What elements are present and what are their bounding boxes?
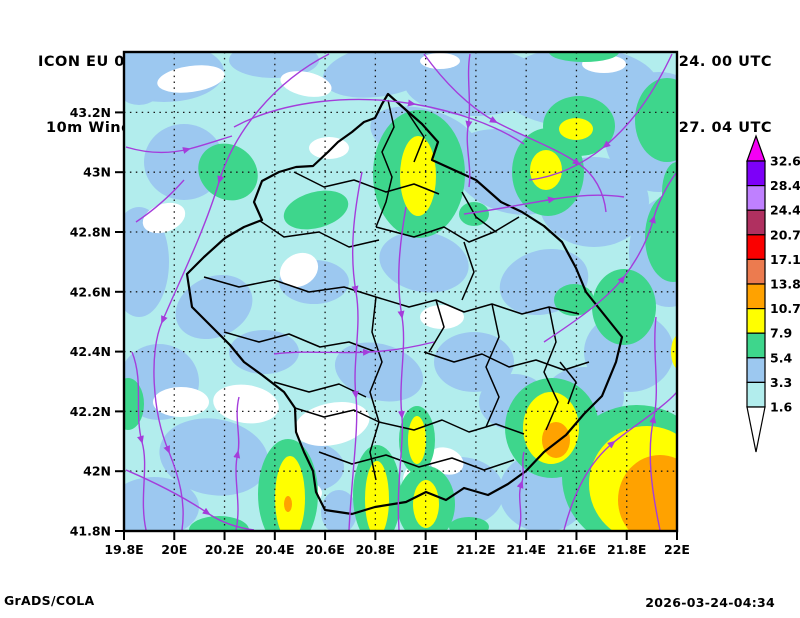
x-tick-label: 21.2E: [456, 542, 495, 557]
x-tick-label: 21.6E: [557, 542, 596, 557]
colorbar-level-label: 7.9: [770, 326, 792, 341]
colorbar-level-label: 20.7: [770, 227, 800, 242]
colorbar-legend: 32.6 28.4 24.4 20.7 17.1 13.8 10.7 7.9 5.4 3.3 1.6: [747, 136, 800, 452]
colorbar-segment: [747, 382, 765, 407]
colorbar-segment: [747, 259, 765, 284]
y-tick-label: 42.6N: [70, 284, 111, 299]
x-tick-label: 21.8E: [607, 542, 646, 557]
x-tick-label: 19.8E: [104, 542, 143, 557]
x-tick-label: 20.6E: [305, 542, 344, 557]
grads-weather-map-page: ICON EU 0.0625 degree 10m Wind [m/s] Ini…: [0, 0, 800, 618]
colorbar-segment: [747, 210, 765, 235]
colorbar-level-label: 17.1: [770, 252, 800, 267]
x-tick-label: 21.4E: [506, 542, 545, 557]
x-tick-label: 20.2E: [205, 542, 244, 557]
x-tick-label: 22E: [664, 542, 690, 557]
y-tick-label: 42.4N: [70, 344, 111, 359]
colorbar-segment: [747, 358, 765, 383]
colorbar-level-label: 32.6: [770, 154, 800, 169]
colorbar-segment: [747, 309, 765, 334]
colorbar-level-label: 3.3: [770, 375, 792, 390]
colorbar-level-label: 24.4: [770, 203, 800, 218]
map-canvas: 19.8E 20E 20.2E 20.4E 20.6E 20.8E 21E 21.2E 21.4…: [0, 0, 800, 618]
colorbar-level-label: 10.7: [770, 301, 800, 316]
colorbar-over-arrow: [747, 136, 765, 161]
x-tick-label: 20E: [161, 542, 187, 557]
colorbar-level-label: 5.4: [770, 350, 792, 365]
colorbar-level-label: 13.8: [770, 277, 800, 292]
y-tick-label: 43.2N: [70, 105, 111, 120]
y-tick-label: 42.8N: [70, 225, 111, 240]
x-tick-label: 20.4E: [255, 542, 294, 557]
colorbar-segment: [747, 161, 765, 186]
colorbar-level-label: 1.6: [770, 400, 792, 415]
y-tick-label: 42.2N: [70, 404, 111, 419]
colorbar-segment: [747, 235, 765, 260]
colorbar-level-label: 28.4: [770, 178, 800, 193]
y-tick-label: 42N: [83, 464, 111, 479]
y-tick-label: 43N: [83, 165, 111, 180]
x-tick-label: 20.8E: [356, 542, 395, 557]
colorbar-segment: [747, 333, 765, 358]
y-tick-label: 41.8N: [70, 524, 111, 539]
colorbar-under-arrow: [747, 407, 765, 452]
x-tick-label: 21E: [413, 542, 439, 557]
colorbar-segment: [747, 186, 765, 211]
colorbar-segment: [747, 284, 765, 309]
